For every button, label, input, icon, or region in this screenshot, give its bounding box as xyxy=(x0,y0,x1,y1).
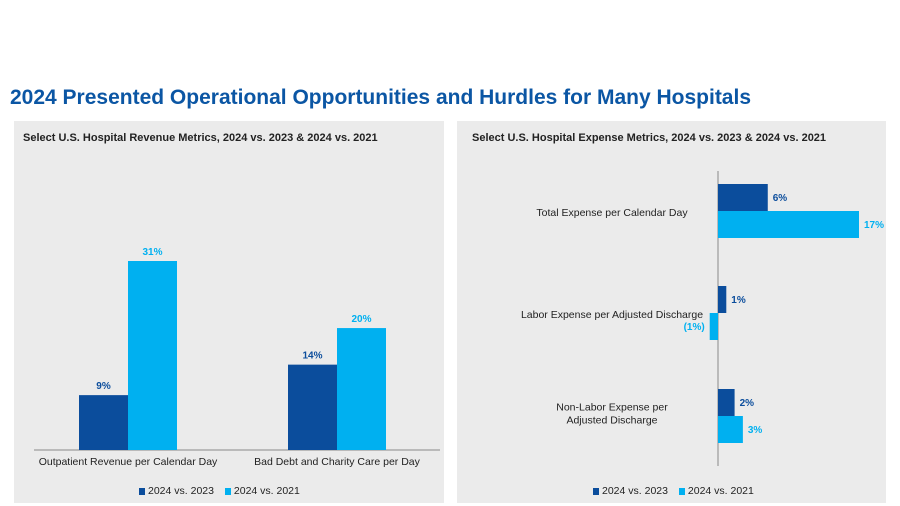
legend-swatch-2021 xyxy=(678,487,685,495)
bar xyxy=(718,211,859,238)
legend-label-2021: 2024 vs. 2021 xyxy=(233,485,300,497)
data-label: (1%) xyxy=(684,322,705,333)
expense-chart-panel: Select U.S. Hospital Expense Metrics, 20… xyxy=(457,121,886,503)
expense-legend: 2024 vs. 2023 2024 vs. 2021 xyxy=(593,485,762,498)
data-label: 9% xyxy=(96,381,111,392)
data-label: 31% xyxy=(142,247,162,258)
bar xyxy=(718,286,727,313)
y-tick-label: Total Expense per Calendar Day xyxy=(536,207,688,219)
data-label: 1% xyxy=(731,295,746,306)
x-tick-label: Bad Debt and Charity Care per Day xyxy=(254,456,420,468)
bar xyxy=(718,184,768,211)
page-title: 2024 Presented Operational Opportunities… xyxy=(10,86,751,109)
bar xyxy=(128,261,177,450)
revenue-chart: 9% 31% Outpatient Revenue per Calendar Day… xyxy=(34,247,440,468)
data-label: 6% xyxy=(773,193,788,204)
revenue-chart-title: Select U.S. Hospital Revenue Metrics, 20… xyxy=(23,132,378,144)
bar xyxy=(718,416,743,443)
legend-item-2021: 2024 vs. 2021 xyxy=(224,485,300,497)
bar xyxy=(79,395,128,450)
y-tick-label: Labor Expense per Adjusted Discharge xyxy=(521,309,703,321)
data-label: 3% xyxy=(748,425,763,436)
legend-label-2023: 2024 vs. 2023 xyxy=(602,485,668,497)
legend-swatch-2023 xyxy=(593,487,599,495)
bar xyxy=(718,389,735,416)
data-label: 20% xyxy=(351,314,371,325)
legend-item-2023: 2024 vs. 2023 xyxy=(593,485,668,497)
expense-chart-title: Select U.S. Hospital Expense Metrics, 20… xyxy=(472,132,827,144)
legend-swatch-2023 xyxy=(139,487,145,495)
bar xyxy=(337,328,386,450)
y-tick-label: Non-Labor Expense per Adjusted Discharge xyxy=(556,402,668,427)
data-label: 17% xyxy=(864,220,884,231)
legend-item-2021: 2024 vs. 2021 xyxy=(678,485,754,497)
x-tick-label: Outpatient Revenue per Calendar Day xyxy=(39,456,218,468)
legend-item-2023: 2024 vs. 2023 xyxy=(139,485,214,497)
revenue-chart-panel: Select U.S. Hospital Revenue Metrics, 20… xyxy=(14,121,444,503)
data-label: 2% xyxy=(740,398,755,409)
expense-chart: 6% 17% Total Expense per Calendar Day 1% (1%… xyxy=(521,171,884,466)
bar xyxy=(288,364,337,450)
bar xyxy=(709,313,718,340)
data-label: 14% xyxy=(302,351,322,362)
legend-label-2023: 2024 vs. 2023 xyxy=(148,485,214,497)
revenue-legend: 2024 vs. 2023 2024 vs. 2021 xyxy=(139,485,308,498)
legend-swatch-2021 xyxy=(224,487,231,495)
legend-label-2021: 2024 vs. 2021 xyxy=(687,485,754,497)
